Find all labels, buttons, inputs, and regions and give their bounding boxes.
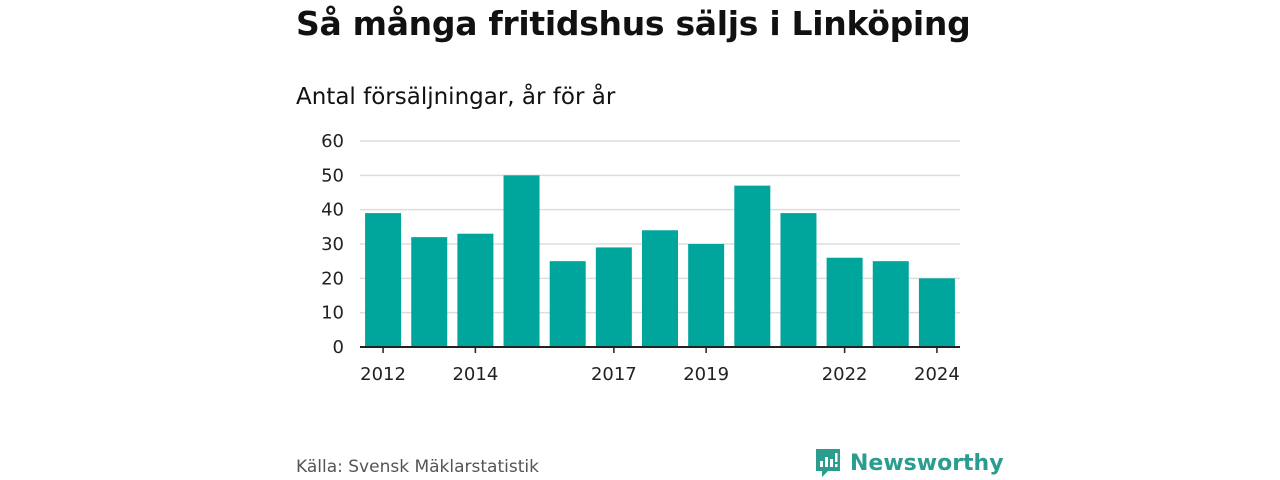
bar-2019 bbox=[688, 244, 725, 347]
bar-2014 bbox=[457, 233, 494, 347]
bar-2015 bbox=[503, 175, 540, 347]
y-tick-label: 60 bbox=[321, 131, 344, 152]
y-tick-label: 20 bbox=[321, 268, 344, 289]
chart-subtitle: Antal försäljningar, år för år bbox=[296, 84, 616, 110]
source-note: Källa: Svensk Mäklarstatistik bbox=[296, 457, 539, 477]
y-tick-label: 10 bbox=[321, 303, 344, 324]
bar-2021 bbox=[780, 213, 817, 347]
y-tick-label: 0 bbox=[333, 337, 344, 358]
brand-name: Newsworthy bbox=[850, 450, 1004, 476]
brand-logo[interactable]: Newsworthy bbox=[814, 446, 1004, 480]
y-tick-label: 40 bbox=[321, 200, 344, 221]
x-tick-label: 2022 bbox=[822, 364, 868, 385]
bars bbox=[365, 175, 955, 347]
bar-2023 bbox=[872, 261, 909, 347]
bar-2022 bbox=[826, 257, 863, 347]
bar-2018 bbox=[642, 230, 678, 347]
y-tick-label: 50 bbox=[321, 165, 344, 186]
y-axis-labels: 0 10 20 30 40 50 60 bbox=[321, 131, 344, 358]
bar-chart: 0 10 20 30 40 50 60 2012 2014 2017 2019 2022 2024 bbox=[321, 131, 960, 385]
bar-2017 bbox=[595, 247, 632, 347]
y-tick-label: 30 bbox=[321, 234, 344, 255]
newsworthy-logo-icon bbox=[816, 449, 840, 477]
x-tick-label: 2024 bbox=[914, 364, 960, 385]
bar-2012 bbox=[365, 213, 402, 347]
bar-2013 bbox=[411, 237, 448, 347]
x-tick-label: 2017 bbox=[591, 364, 637, 385]
x-axis-labels: 2012 2014 2017 2019 2022 2024 bbox=[360, 364, 960, 385]
x-tick-label: 2014 bbox=[452, 364, 498, 385]
x-axis bbox=[360, 346, 960, 353]
x-tick-label: 2019 bbox=[683, 364, 729, 385]
bar-2016 bbox=[549, 261, 586, 347]
chart-title: Så många fritidshus säljs i Linköping bbox=[296, 4, 971, 43]
bar-2024 bbox=[918, 278, 955, 347]
x-tick-label: 2012 bbox=[360, 364, 406, 385]
bar-2020 bbox=[734, 185, 771, 347]
